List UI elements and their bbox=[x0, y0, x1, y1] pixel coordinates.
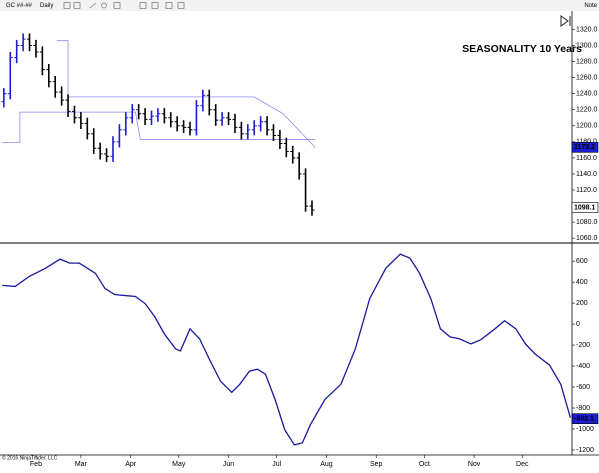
seasonality-line bbox=[2, 253, 572, 446]
y-tick-label: -400 bbox=[576, 363, 590, 370]
price-marker bbox=[571, 202, 599, 213]
x-tick-label: May bbox=[172, 461, 186, 468]
x-tick-label: Jul bbox=[272, 461, 281, 468]
y-tick-label: 1140.0 bbox=[576, 171, 597, 178]
x-tick-label: Feb bbox=[30, 461, 42, 468]
play-icon[interactable] bbox=[560, 15, 571, 27]
y-tick-label: 1280.0 bbox=[576, 58, 598, 65]
x-tick-label: Oct bbox=[419, 461, 430, 468]
y-tick-label: 1300.0 bbox=[576, 42, 598, 49]
copyright: © 2016 NinjaTrader, LLC bbox=[2, 454, 58, 461]
y-tick-label: -800 bbox=[576, 405, 590, 412]
x-tick-label: Sep bbox=[370, 461, 383, 468]
y-tick-label: 400 bbox=[576, 279, 588, 286]
y-tick-label: 1320.0 bbox=[576, 26, 598, 33]
price-marker bbox=[571, 142, 599, 153]
toolbar bbox=[0, 0, 599, 11]
y-tick-label: 1060.0 bbox=[576, 235, 598, 242]
y-tick-label: -600 bbox=[576, 384, 590, 391]
channel-line bbox=[56, 40, 316, 148]
annotation: SEASONALITY 10 Years bbox=[462, 43, 582, 55]
y-tick-label: -1000 bbox=[576, 426, 594, 433]
y-tick-label: 200 bbox=[576, 300, 588, 307]
y-tick-label: 600 bbox=[576, 258, 588, 265]
y-tick-label: 1160.0 bbox=[576, 155, 597, 162]
y-tick-label: 1240.0 bbox=[576, 91, 598, 98]
instrument[interactable]: GC ##-## bbox=[6, 3, 33, 9]
x-tick-label: Mar bbox=[75, 461, 88, 468]
x-tick-label: Apr bbox=[125, 461, 137, 468]
interval[interactable]: Daily bbox=[40, 3, 53, 9]
y-tick-label: -200 bbox=[576, 342, 590, 349]
x-tick-label: Nov bbox=[468, 461, 481, 468]
price-marker-label: -902.1 bbox=[574, 416, 594, 423]
y-tick-label: 1220.0 bbox=[576, 107, 598, 114]
y-tick-label: -1200 bbox=[576, 447, 594, 454]
toolbar-right[interactable]: Note bbox=[584, 3, 597, 9]
y-tick-label: 1200.0 bbox=[576, 123, 598, 130]
y-tick-label: 1260.0 bbox=[576, 74, 598, 81]
y-tick-label: 0 bbox=[576, 321, 580, 328]
channel-line bbox=[2, 111, 316, 144]
y-tick-label: 1080.0 bbox=[576, 219, 598, 226]
toolbar-icons[interactable] bbox=[63, 2, 185, 9]
x-tick-label: Dec bbox=[516, 461, 529, 468]
price-marker-label: 1098.1 bbox=[574, 204, 596, 211]
y-tick-label: 1120.0 bbox=[576, 187, 597, 194]
price-marker bbox=[571, 413, 599, 425]
x-tick-label: Aug bbox=[320, 461, 333, 468]
x-tick-label: Jun bbox=[223, 461, 234, 468]
price-marker-label: 1173.2 bbox=[574, 144, 595, 151]
